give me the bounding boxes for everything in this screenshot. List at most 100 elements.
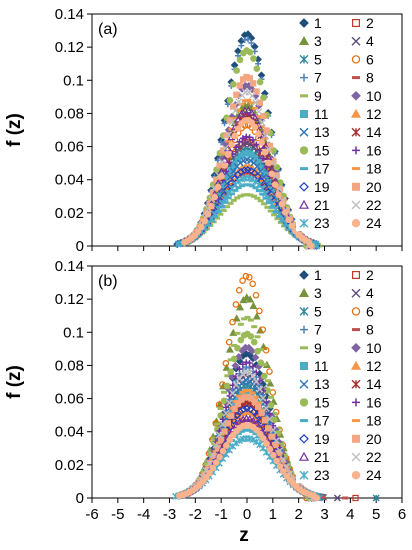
data-point	[259, 326, 267, 333]
y-tick-label: 0.1	[63, 324, 84, 341]
data-point	[255, 108, 263, 116]
data-point	[232, 381, 240, 389]
data-point	[246, 295, 255, 303]
data-point	[230, 80, 237, 88]
data-point	[254, 403, 262, 410]
data-point	[245, 36, 252, 43]
data-point	[235, 98, 243, 106]
data-point	[280, 468, 287, 475]
data-point	[254, 347, 261, 355]
data-point	[260, 155, 267, 162]
data-point	[269, 426, 277, 434]
data-point	[223, 168, 230, 175]
data-point	[256, 385, 264, 393]
data-point	[246, 405, 255, 414]
data-point	[240, 166, 249, 175]
data-point	[197, 223, 205, 231]
data-point	[229, 431, 237, 439]
data-point	[214, 183, 222, 191]
x-axis-label: z	[239, 525, 249, 546]
data-point	[275, 211, 283, 218]
legend-entry-bg	[348, 321, 390, 338]
data-point	[252, 312, 261, 320]
legend-label: 20	[366, 179, 382, 195]
data-point	[241, 99, 248, 103]
data-point	[251, 325, 258, 329]
legend-marker	[300, 362, 309, 371]
legend-entry-bg	[296, 412, 338, 429]
data-point	[273, 457, 281, 465]
data-point	[219, 420, 227, 428]
x-tick-label: 1	[269, 506, 277, 523]
data-point	[224, 151, 232, 159]
data-point	[225, 345, 234, 353]
legend-marker	[352, 328, 360, 332]
legend-label: 14	[366, 376, 382, 392]
data-point	[228, 141, 235, 148]
data-point	[232, 314, 241, 322]
legend-label: 23	[314, 215, 330, 231]
data-point	[248, 175, 256, 183]
data-point	[259, 435, 267, 442]
data-point	[210, 436, 217, 440]
data-point	[208, 202, 215, 210]
data-point	[246, 75, 253, 82]
data-point	[209, 451, 217, 459]
data-point	[223, 442, 230, 449]
legend-marker	[350, 360, 362, 370]
legend-marker	[352, 167, 360, 171]
data-point	[271, 411, 278, 415]
data-point	[319, 495, 326, 499]
data-point	[218, 436, 225, 444]
data-point	[252, 291, 260, 299]
legend-label: 14	[366, 124, 382, 140]
data-point	[260, 112, 267, 120]
legend-marker	[351, 471, 361, 480]
data-point	[227, 201, 234, 205]
legend-entry-bg	[296, 285, 338, 302]
panel-b: 0 0.02 0.04 0.06 0.08 0.1 0.12 0.14 -6 -5 -4 -3 -2 -1…	[4, 258, 406, 546]
legend-label: 3	[314, 285, 322, 301]
data-point	[372, 494, 380, 502]
data-point	[262, 136, 269, 140]
data-point	[204, 210, 212, 218]
legend-label: 7	[314, 70, 322, 86]
legend-marker	[299, 54, 309, 64]
data-point	[272, 205, 280, 213]
legend-marker	[351, 288, 361, 298]
data-point	[278, 200, 286, 208]
data-point	[285, 216, 292, 223]
legend-label: 22	[366, 197, 382, 213]
legend-entry-bg	[348, 412, 390, 429]
data-point	[234, 115, 243, 123]
legend-marker	[299, 398, 309, 407]
data-point	[252, 419, 261, 427]
data-point	[249, 436, 257, 444]
data-point	[209, 458, 216, 462]
data-point	[242, 428, 249, 432]
data-point	[264, 205, 271, 209]
data-point	[255, 189, 262, 193]
data-point	[252, 422, 259, 426]
data-point	[263, 180, 271, 188]
data-point	[199, 478, 207, 485]
data-point	[247, 193, 254, 197]
data-point	[266, 415, 274, 423]
y-tick-label: 0.04	[55, 424, 84, 441]
legend-label: 17	[314, 413, 330, 429]
data-point	[239, 405, 248, 414]
data-point	[233, 144, 240, 151]
data-point	[231, 132, 239, 140]
data-point	[247, 333, 255, 340]
data-point	[211, 193, 219, 201]
data-point	[229, 389, 237, 397]
data-point	[256, 147, 263, 154]
data-point	[237, 336, 245, 344]
legend-entry-bg	[296, 197, 338, 213]
y-tick-label: 0	[76, 238, 84, 255]
x-tick-label: -5	[111, 506, 124, 523]
legend-label: 5	[314, 51, 322, 67]
data-point	[223, 180, 231, 188]
data-point	[229, 318, 236, 326]
data-point	[218, 200, 226, 208]
